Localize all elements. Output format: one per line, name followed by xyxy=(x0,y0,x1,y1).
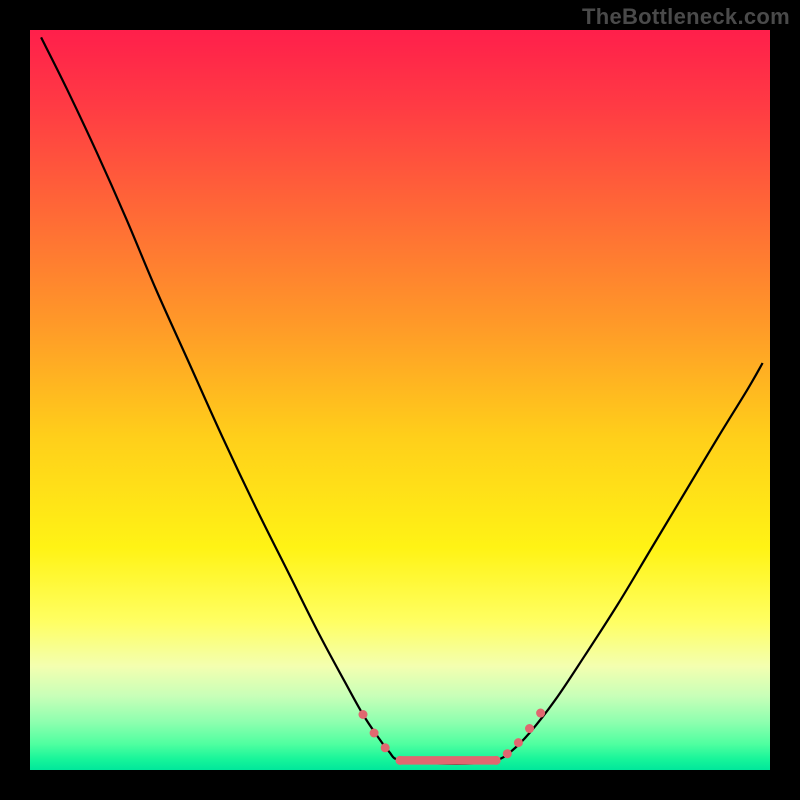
recommended-band-marker-left xyxy=(396,756,405,765)
recommended-band-marker-left xyxy=(370,729,379,738)
recommended-band-marker-left xyxy=(381,743,390,752)
gradient-plot-area xyxy=(30,30,770,770)
chart-stage: TheBottleneck.com xyxy=(0,0,800,800)
recommended-band-marker-right xyxy=(525,724,534,733)
recommended-band-marker-right xyxy=(536,709,545,718)
watermark-text: TheBottleneck.com xyxy=(582,4,790,30)
recommended-band-marker-right xyxy=(503,749,512,758)
recommended-band-marker-right xyxy=(514,738,523,747)
recommended-band-marker-left xyxy=(359,710,368,719)
recommended-band-marker-right xyxy=(492,756,501,765)
bottleneck-heatmap-chart xyxy=(0,0,800,800)
